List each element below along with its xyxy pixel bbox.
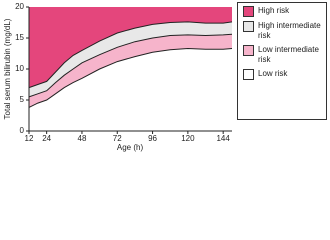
x-tick-label: 72 bbox=[113, 134, 122, 143]
y-tick-label: 10 bbox=[15, 64, 24, 73]
x-tick-label: 12 bbox=[25, 134, 34, 143]
page: Total serum bilirubin (mg/dL) Age (h) 0 5… bbox=[3, 2, 327, 152]
y-tick-label: 0 bbox=[20, 126, 25, 135]
x-tick-label: 48 bbox=[78, 134, 87, 143]
legend-swatch bbox=[243, 69, 254, 80]
y-axis-title: Total serum bilirubin (mg/dL) bbox=[3, 18, 12, 119]
legend-swatch bbox=[243, 6, 254, 17]
legend-item: High risk bbox=[242, 6, 324, 17]
y-tick-label: 20 bbox=[15, 2, 24, 11]
boundary-line bbox=[28, 21, 233, 89]
legend-label: Low risk bbox=[258, 69, 288, 78]
x-tick-label: 144 bbox=[216, 134, 230, 143]
legend-label: High risk bbox=[258, 6, 290, 15]
y-tick-label: 15 bbox=[15, 33, 24, 42]
legend-item: Low risk bbox=[242, 69, 324, 80]
x-tick-label: 120 bbox=[181, 134, 195, 143]
legend-label: High intermediate risk bbox=[258, 21, 321, 40]
legend-label: Low intermediate risk bbox=[258, 45, 319, 64]
y-tick-label: 5 bbox=[20, 95, 25, 104]
x-tick-label: 24 bbox=[42, 134, 51, 143]
risk-band bbox=[29, 7, 232, 88]
x-tick-label: 96 bbox=[148, 134, 157, 143]
boundary-line bbox=[28, 33, 233, 98]
x-axis-title: Age (h) bbox=[117, 143, 144, 152]
legend-swatch bbox=[243, 45, 254, 56]
legend-swatch bbox=[243, 21, 254, 32]
legend: High risk High intermediate risk Low inter… bbox=[237, 2, 327, 120]
chart: Total serum bilirubin (mg/dL) Age (h) 0 5… bbox=[3, 2, 233, 152]
legend-item: High intermediate risk bbox=[242, 21, 324, 41]
boundary-line bbox=[28, 47, 233, 108]
legend-item: Low intermediate risk bbox=[242, 45, 324, 65]
